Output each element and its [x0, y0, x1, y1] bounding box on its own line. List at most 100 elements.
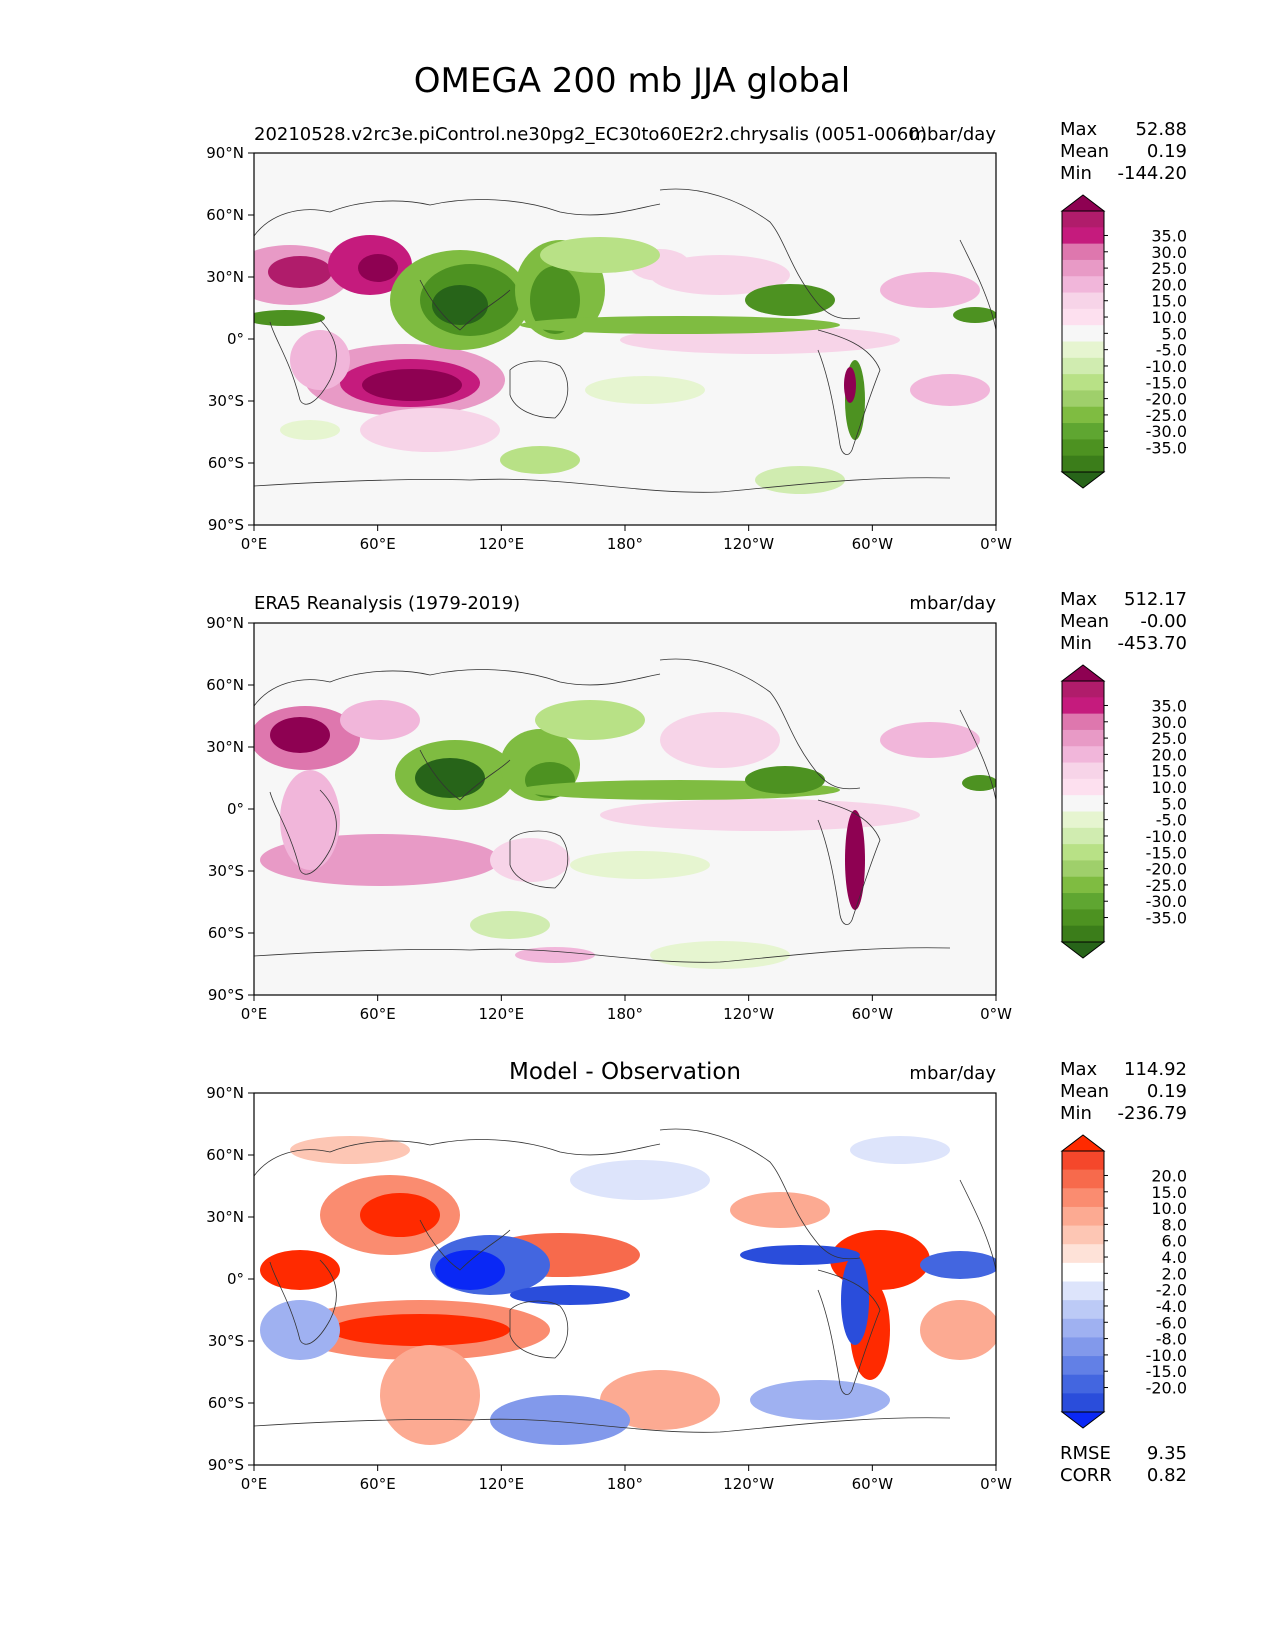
- stat-max-label: Max: [1060, 119, 1098, 140]
- x-tick-label: 120°E: [479, 1005, 525, 1023]
- colorbar-extend-max: [1060, 194, 1106, 212]
- colorbar-segment: [1062, 292, 1104, 310]
- x-tick-label: 120°W: [723, 1475, 774, 1493]
- metric-rmse-label: RMSE: [1060, 1443, 1111, 1464]
- colorbar-segment: [1062, 1374, 1104, 1394]
- colorbar-segment: [1062, 844, 1104, 861]
- colorbar-segment: [1062, 827, 1104, 845]
- stats-box: Max 114.92 Mean 0.19 Min -236.79: [1060, 1059, 1187, 1124]
- y-tick-label: 30°N: [206, 268, 244, 286]
- colorbar-tick-label: 30.0: [1151, 713, 1187, 732]
- colorbar-tick-label: -25.0: [1146, 876, 1187, 895]
- stat-mean-value: -0.00: [1140, 611, 1187, 632]
- stat-min-label: Min: [1060, 633, 1092, 654]
- metric-corr-label: CORR: [1060, 1465, 1112, 1486]
- y-tick-label: 60°S: [208, 1394, 244, 1412]
- y-tick-label: 60°N: [206, 1146, 244, 1164]
- colorbar-tick-label: 15.0: [1151, 762, 1187, 781]
- coastlines: [254, 658, 996, 963]
- y-tick-label: 30°S: [208, 1332, 244, 1350]
- y-tick-label: 90°S: [208, 516, 244, 534]
- colorbar-extend-max: [1060, 1134, 1106, 1152]
- colorbar-segment: [1062, 390, 1104, 408]
- stat-max-value: 512.17: [1124, 589, 1187, 610]
- x-tick-label: 0°E: [241, 535, 268, 553]
- colorbar-segment: [1062, 762, 1104, 780]
- y-tick-label: 30°S: [208, 392, 244, 410]
- colorbar-segment: [1062, 1225, 1104, 1245]
- colorbar-segment: [1062, 925, 1104, 943]
- stat-max-label: Max: [1060, 589, 1098, 610]
- panel-observation: ERA5 Reanalysis (1979-2019) mbar/day: [206, 589, 1187, 1023]
- panel-units: mbar/day: [909, 593, 996, 614]
- colorbar-tick-label: 15.0: [1151, 1183, 1187, 1202]
- stat-min-value: -453.70: [1118, 633, 1187, 654]
- colorbar-tick-label: 10.0: [1151, 1199, 1187, 1218]
- colorbar-tick-label: -25.0: [1146, 406, 1187, 425]
- colorbar-tick-label: 5.0: [1162, 324, 1187, 343]
- colorbar-segment: [1062, 1318, 1104, 1338]
- colorbar-segment: [1062, 308, 1104, 326]
- colorbar-tick-label: -35.0: [1146, 439, 1187, 458]
- stat-min-value: -236.79: [1118, 1103, 1187, 1124]
- colorbar-segment: [1062, 697, 1104, 715]
- colorbar-segment: [1062, 423, 1104, 440]
- colorbar-frame: [1061, 210, 1105, 473]
- y-tick-label: 60°N: [206, 676, 244, 694]
- colorbar-segment: [1062, 876, 1104, 894]
- colorbar-segment: [1062, 1393, 1104, 1413]
- colorbar-extend-min: [1060, 471, 1106, 489]
- x-tick-label: 120°E: [479, 1475, 525, 1493]
- colorbar: 20.015.010.08.06.04.02.0-2.0-4.0-6.0-8.0…: [1060, 1134, 1187, 1429]
- colorbar-segment: [1062, 729, 1104, 747]
- colorbar-tick-label: -8.0: [1156, 1330, 1187, 1349]
- colorbar-tick-label: -10.0: [1146, 357, 1187, 376]
- x-axis: 0°E 60°E 120°E 180° 120°W 60°W 0°W: [241, 1465, 1012, 1493]
- x-axis: 0°E 60°E 120°E 180° 120°W 60°W 0°W: [241, 525, 1012, 553]
- colorbar-segment: [1062, 1188, 1104, 1208]
- y-tick-label: 60°S: [208, 924, 244, 942]
- colorbar-tick-label: 15.0: [1151, 292, 1187, 311]
- x-tick-label: 0°W: [980, 1005, 1012, 1023]
- colorbar-tick-label: -30.0: [1146, 422, 1187, 441]
- stats-box: Max 512.17 Mean -0.00 Min -453.70: [1060, 589, 1187, 654]
- metric-corr-value: 0.82: [1147, 1465, 1187, 1486]
- colorbar-segment: [1062, 746, 1104, 764]
- colorbar-tick-label: -10.0: [1146, 1346, 1187, 1365]
- stat-mean-label: Mean: [1060, 611, 1109, 632]
- colorbar-tick-label: 25.0: [1151, 259, 1187, 278]
- x-tick-label: 0°E: [241, 1475, 268, 1493]
- x-tick-label: 60°E: [360, 1475, 396, 1493]
- y-tick-label: 0°: [227, 800, 244, 818]
- x-axis: 0°E 60°E 120°E 180° 120°W 60°W 0°W: [241, 995, 1012, 1023]
- colorbar-segment: [1062, 1206, 1104, 1227]
- x-tick-label: 0°E: [241, 1005, 268, 1023]
- colorbar-tick-label: 30.0: [1151, 243, 1187, 262]
- stat-min-label: Min: [1060, 1103, 1092, 1124]
- y-tick-label: 90°N: [206, 1084, 244, 1102]
- colorbar-tick-label: -15.0: [1146, 1362, 1187, 1381]
- colorbar-extend-max: [1060, 664, 1106, 682]
- colorbar-tick-label: 8.0: [1162, 1215, 1187, 1234]
- stat-min-label: Min: [1060, 163, 1092, 184]
- colorbar-tick-label: -20.0: [1146, 390, 1187, 409]
- y-tick-label: 30°S: [208, 862, 244, 880]
- stat-mean-value: 0.19: [1147, 141, 1187, 162]
- colorbar-segment: [1062, 811, 1104, 829]
- colorbar-segment: [1062, 1262, 1104, 1282]
- x-tick-label: 60°E: [360, 1005, 396, 1023]
- colorbar-segment: [1062, 1337, 1104, 1357]
- y-axis: 90°N 60°N 30°N 0° 30°S 60°S 90°S: [206, 614, 254, 1004]
- y-tick-label: 90°N: [206, 144, 244, 162]
- colorbar: 35.030.025.020.015.010.05.0-5.0-10.0-15.…: [1060, 664, 1187, 959]
- colorbar-tick-label: -20.0: [1146, 1379, 1187, 1398]
- x-tick-label: 180°: [607, 535, 643, 553]
- y-axis: 90°N 60°N 30°N 0° 30°S 60°S 90°S: [206, 1084, 254, 1474]
- panel-units: mbar/day: [909, 124, 996, 145]
- colorbar-frame: [1061, 1150, 1105, 1413]
- x-tick-label: 0°W: [980, 535, 1012, 553]
- colorbar-segment: [1062, 455, 1104, 473]
- stat-max-value: 52.88: [1135, 119, 1187, 140]
- colorbar-segment: [1062, 439, 1104, 457]
